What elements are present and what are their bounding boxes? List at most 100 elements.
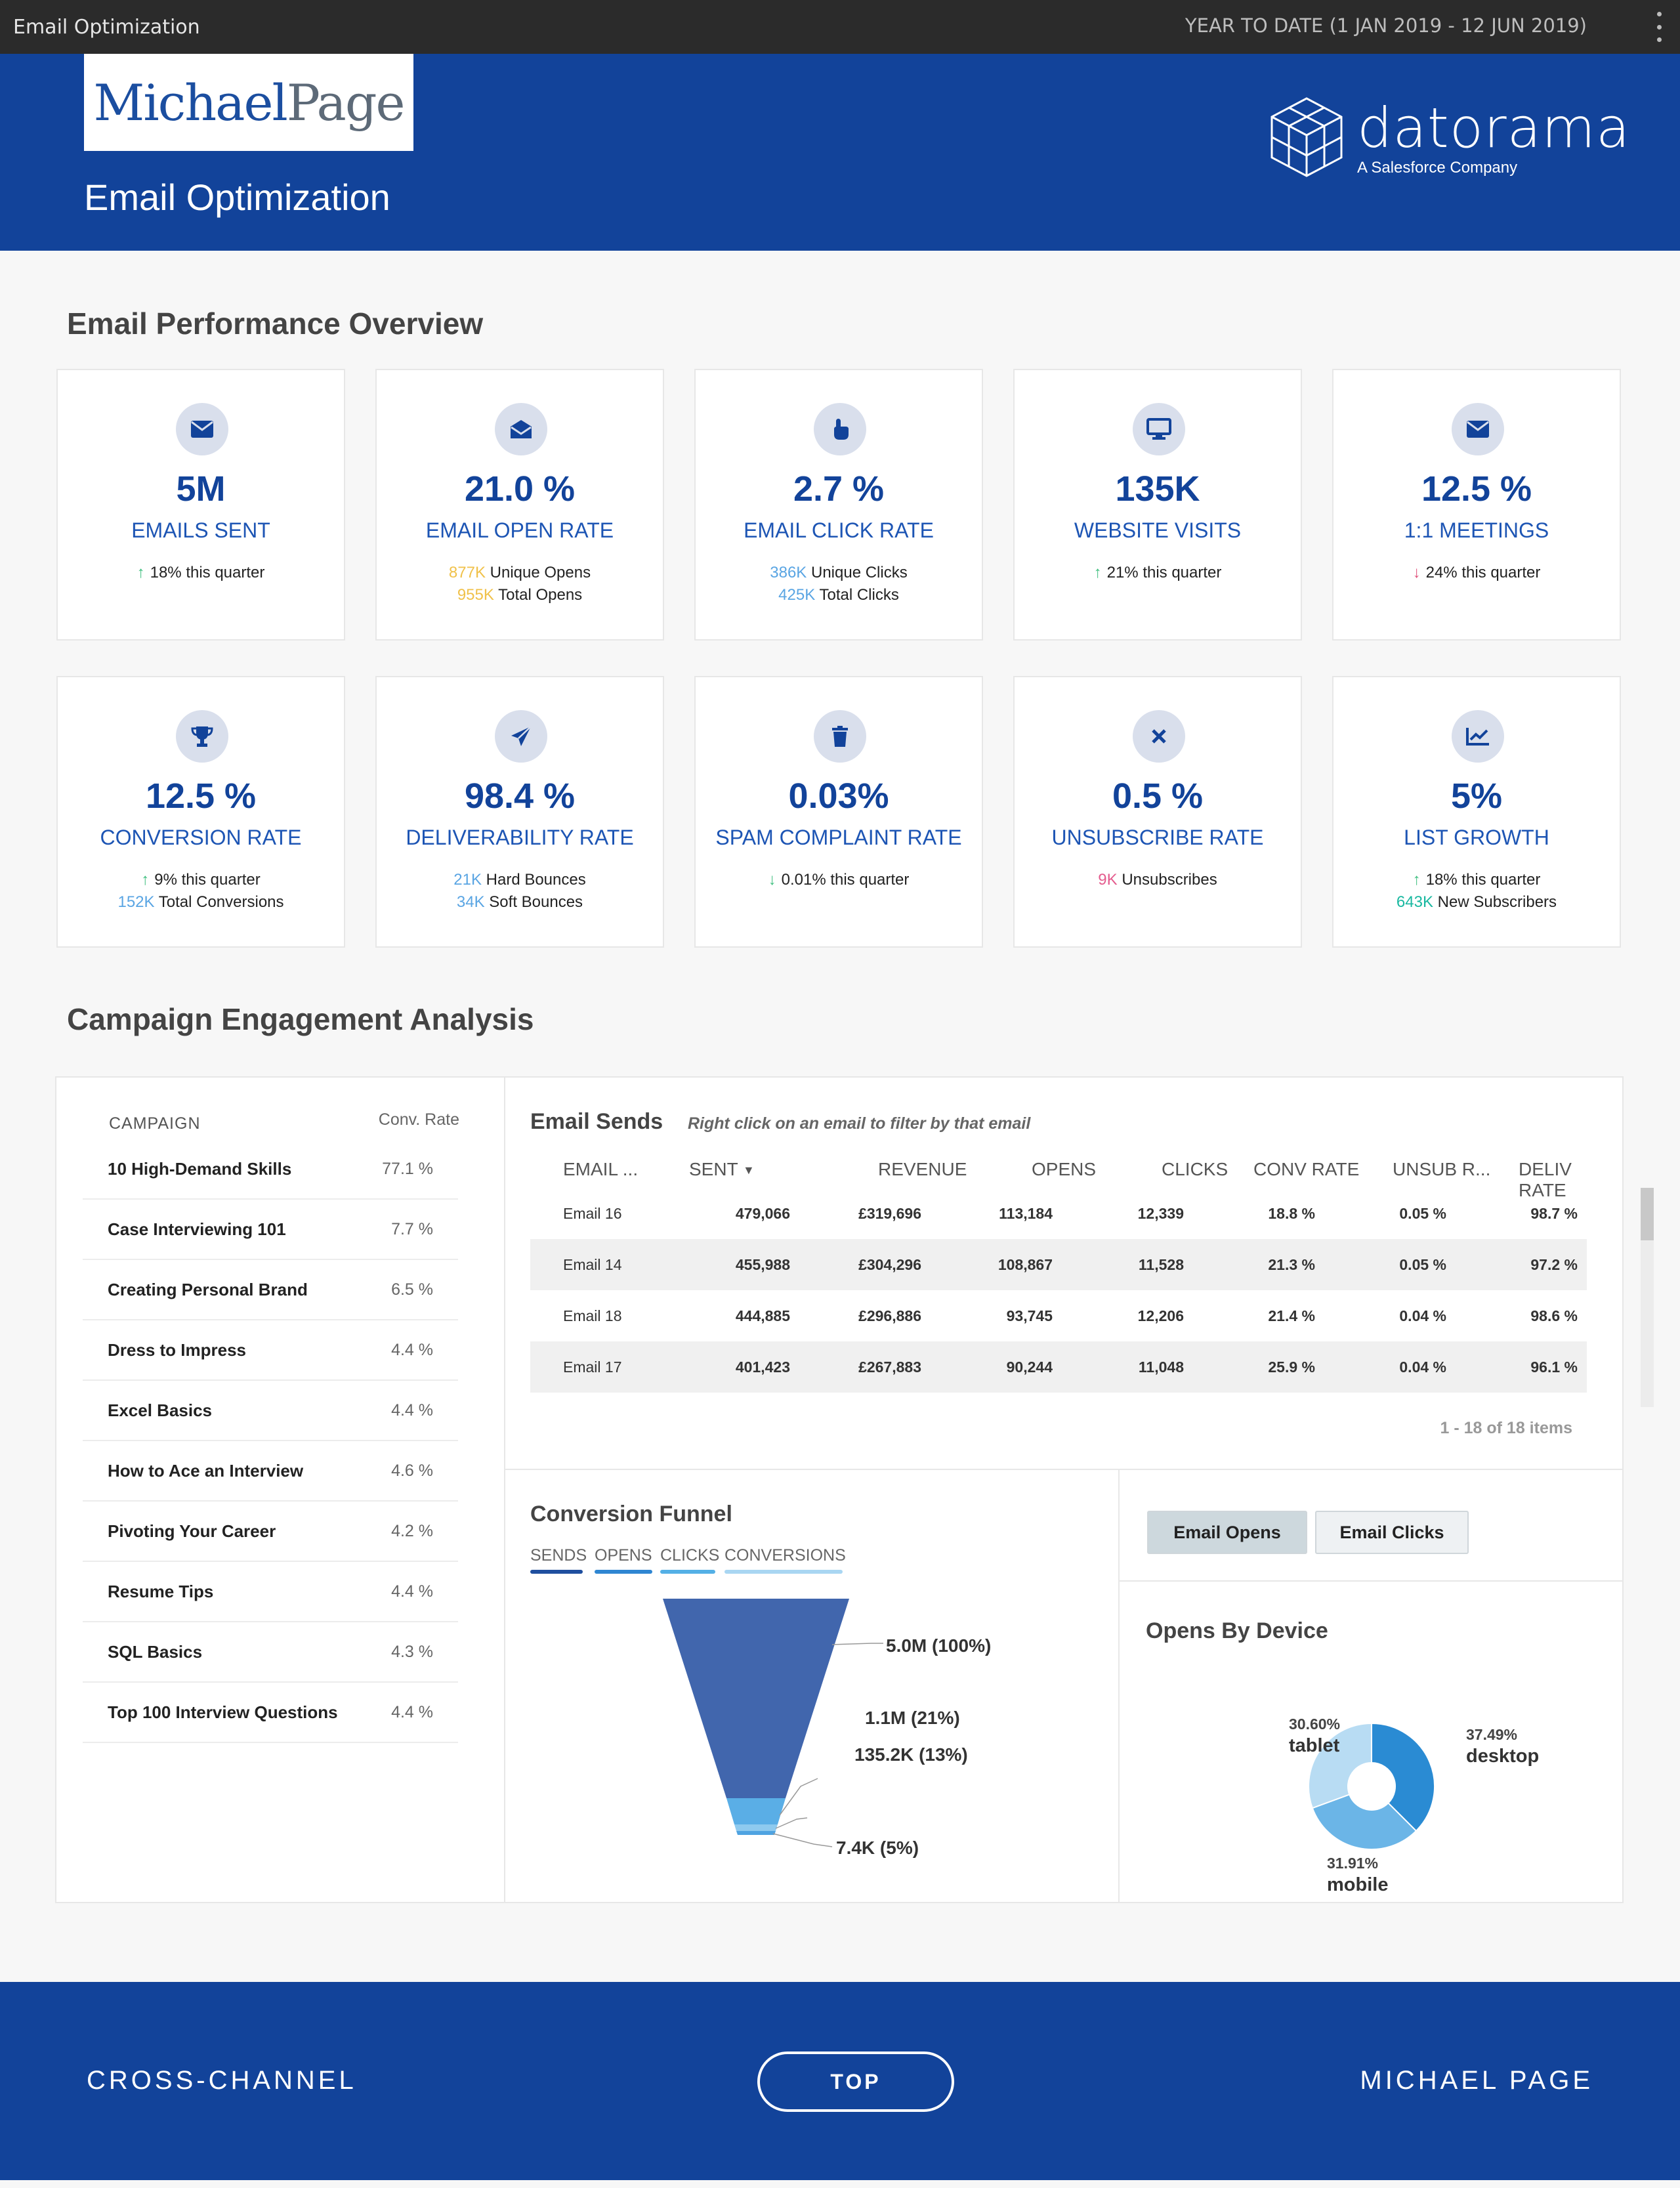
legend-clicks[interactable]: CLICKS bbox=[660, 1546, 720, 1565]
col-header-deliv-rate[interactable]: DELIV RATE bbox=[1519, 1159, 1572, 1200]
kpi-sub: 386K Unique Clicks 425K Total Clicks bbox=[696, 562, 982, 606]
kpi-sub-number: 34K bbox=[456, 893, 485, 911]
trash-icon bbox=[814, 710, 866, 763]
arrow-up-icon: ↑ bbox=[136, 564, 145, 581]
email-clicks-toggle[interactable]: Email Clicks bbox=[1315, 1511, 1469, 1554]
cell-unsub-rate: 0.05 % bbox=[1399, 1256, 1446, 1273]
kpi-trend-text: 18% this quarter bbox=[1425, 871, 1541, 889]
table-row[interactable]: Email 17 401,423 £267,883 90,244 11,048 … bbox=[530, 1341, 1587, 1393]
datorama-logo: datorama A Salesforce Company bbox=[1268, 96, 1629, 181]
donut-slice-desktop[interactable] bbox=[1371, 1722, 1435, 1832]
scrollbar-thumb[interactable] bbox=[1641, 1188, 1654, 1240]
cell-opens: 113,184 bbox=[999, 1205, 1053, 1222]
funnel-stage-opens bbox=[726, 1798, 786, 1824]
kpi-label: UNSUBSCRIBE RATE bbox=[1051, 826, 1264, 849]
kpi-card-spam-complaint-rate: 0.03% SPAM COMPLAINT RATE ↓ 0.01% this qu… bbox=[694, 676, 983, 948]
metric-toggle-row: Email Opens Email Clicks bbox=[1120, 1470, 1622, 1582]
kebab-menu-icon[interactable] bbox=[1654, 12, 1664, 42]
cell-deliv-rate: 96.1 % bbox=[1530, 1358, 1578, 1376]
kpi-sub-text: Total Conversions bbox=[158, 893, 284, 911]
cell-sent: 401,423 bbox=[735, 1358, 790, 1376]
donut-label-tablet: tablet bbox=[1289, 1735, 1340, 1756]
campaign-column-header[interactable]: CAMPAIGN bbox=[109, 1114, 201, 1133]
donut-pct-mobile: 31.91% bbox=[1327, 1855, 1379, 1872]
datorama-cube-icon bbox=[1270, 97, 1343, 177]
kpi-label: 1:1 MEETINGS bbox=[1404, 518, 1549, 542]
kpi-sub-number: 877K bbox=[448, 564, 486, 581]
campaign-row[interactable]: Resume Tips 4.4 % bbox=[83, 1562, 458, 1622]
envelope-icon bbox=[176, 403, 228, 455]
cell-email: Email 14 bbox=[563, 1256, 622, 1273]
kpi-sub: ↑ 21% this quarter bbox=[1015, 562, 1301, 584]
donut-pct-desktop: 37.49% bbox=[1466, 1726, 1518, 1743]
funnel-label-clicks: 135.2K (13%) bbox=[854, 1744, 968, 1765]
col-header-conv-rate[interactable]: CONV RATE bbox=[1253, 1159, 1360, 1179]
kpi-sub-text: Unsubscribes bbox=[1122, 871, 1217, 889]
col-header-email[interactable]: EMAIL ... bbox=[563, 1159, 639, 1179]
cell-opens: 90,244 bbox=[1006, 1358, 1053, 1376]
campaign-name: Dress to Impress bbox=[108, 1339, 246, 1360]
campaign-row[interactable]: 10 High-Demand Skills 77.1 % bbox=[83, 1139, 458, 1200]
campaign-name: Pivoting Your Career bbox=[108, 1521, 276, 1541]
table-row[interactable]: Email 14 455,988 £304,296 108,867 11,528… bbox=[530, 1239, 1587, 1290]
campaign-row[interactable]: Case Interviewing 101 7.7 % bbox=[83, 1200, 458, 1260]
campaign-rate: 4.4 % bbox=[391, 1340, 433, 1359]
campaign-row[interactable]: SQL Basics 4.3 % bbox=[83, 1622, 458, 1683]
email-opens-toggle[interactable]: Email Opens bbox=[1147, 1511, 1307, 1554]
arrow-down-icon: ↓ bbox=[768, 871, 776, 889]
kpi-sub-text: Hard Bounces bbox=[486, 871, 586, 889]
col-header-clicks[interactable]: CLICKS bbox=[1162, 1159, 1228, 1179]
col-header-unsub-rate[interactable]: UNSUB R... bbox=[1393, 1159, 1491, 1179]
opens-by-device-title: Opens By Device bbox=[1146, 1618, 1328, 1643]
footer-cross-channel-link[interactable]: CROSS-CHANNEL bbox=[87, 2066, 357, 2095]
kpi-label: WEBSITE VISITS bbox=[1074, 518, 1242, 542]
funnel-chart bbox=[663, 1599, 883, 1847]
campaign-row[interactable]: How to Ace an Interview 4.6 % bbox=[83, 1441, 458, 1502]
kpi-sub: 877K Unique Opens 955K Total Opens bbox=[377, 562, 663, 606]
conv-rate-column-header[interactable]: Conv. Rate bbox=[378, 1110, 459, 1129]
kpi-trend-text: 24% this quarter bbox=[1425, 564, 1541, 581]
kpi-value: 5M bbox=[176, 469, 226, 509]
col-header-opens[interactable]: OPENS bbox=[1032, 1159, 1097, 1179]
kpi-card-website-visits: 135K WEBSITE VISITS ↑ 21% this quarter bbox=[1013, 369, 1302, 641]
legend-opens[interactable]: OPENS bbox=[595, 1546, 652, 1565]
kpi-value: 2.7 % bbox=[793, 469, 885, 509]
table-row[interactable]: Email 16 479,066 £319,696 113,184 12,339… bbox=[530, 1188, 1587, 1239]
kpi-card-conversion-rate: 12.5 % CONVERSION RATE ↑ 9% this quarter … bbox=[56, 676, 345, 948]
legend-swatch-conversions bbox=[724, 1570, 843, 1574]
kpi-sub-number: 21K bbox=[453, 871, 482, 889]
funnel-leader-opens bbox=[779, 1778, 818, 1816]
footer-michael-page-link[interactable]: MICHAEL PAGE bbox=[1360, 2066, 1593, 2095]
funnel-leader-clicks bbox=[775, 1817, 808, 1829]
footer-banner: CROSS-CHANNEL TOP MICHAEL PAGE bbox=[0, 1982, 1680, 2180]
funnel-stage-sends bbox=[663, 1599, 849, 1798]
kpi-sub-text: Unique Clicks bbox=[811, 564, 908, 581]
funnel-stage-clicks bbox=[734, 1824, 778, 1831]
campaign-row[interactable]: Pivoting Your Career 4.2 % bbox=[83, 1502, 458, 1562]
col-header-sent[interactable]: SENT ▼ bbox=[689, 1159, 755, 1180]
cell-conv-rate: 21.4 % bbox=[1268, 1307, 1315, 1324]
kpi-card-email-click-rate: 2.7 % EMAIL CLICK RATE 386K Unique Click… bbox=[694, 369, 983, 641]
legend-conversions[interactable]: CONVERSIONS bbox=[724, 1546, 846, 1565]
campaign-row[interactable]: Dress to Impress 4.4 % bbox=[83, 1320, 458, 1381]
kpi-sub: ↑ 18% this quarter 643K New Subscribers bbox=[1334, 869, 1620, 914]
legend-sends[interactable]: SENDS bbox=[530, 1546, 587, 1565]
date-range-selector[interactable]: YEAR TO DATE (1 JAN 2019 - 12 JUN 2019) bbox=[1185, 14, 1587, 37]
col-header-revenue[interactable]: REVENUE bbox=[878, 1159, 967, 1179]
donut-slice-mobile[interactable] bbox=[1311, 1794, 1418, 1850]
cell-deliv-rate: 97.2 % bbox=[1530, 1256, 1578, 1273]
campaign-row[interactable]: Excel Basics 4.4 % bbox=[83, 1381, 458, 1441]
col-header-sent-label: SENT bbox=[689, 1159, 738, 1179]
conversion-funnel-panel: Conversion Funnel SENDS OPENS CLICKS CON… bbox=[505, 1470, 1120, 1902]
donut-slice-tablet[interactable] bbox=[1308, 1722, 1372, 1809]
kpi-card-emails-sent: 5M EMAILS SENT ↑ 18% this quarter bbox=[56, 369, 345, 641]
back-to-top-button[interactable]: TOP bbox=[757, 2051, 954, 2112]
table-scrollbar[interactable] bbox=[1641, 1188, 1654, 1407]
campaign-row[interactable]: Creating Personal Brand 6.5 % bbox=[83, 1260, 458, 1320]
campaign-row[interactable]: Top 100 Interview Questions 4.4 % bbox=[83, 1683, 458, 1743]
kpi-sub: ↑ 18% this quarter bbox=[58, 562, 344, 584]
logo-part-1: Michael bbox=[93, 73, 288, 132]
kpi-label: SPAM COMPLAINT RATE bbox=[715, 826, 962, 849]
engagement-panel: CAMPAIGN Conv. Rate 10 High-Demand Skill… bbox=[55, 1076, 1654, 1903]
table-row[interactable]: Email 18 444,885 £296,886 93,745 12,206 … bbox=[530, 1290, 1587, 1341]
